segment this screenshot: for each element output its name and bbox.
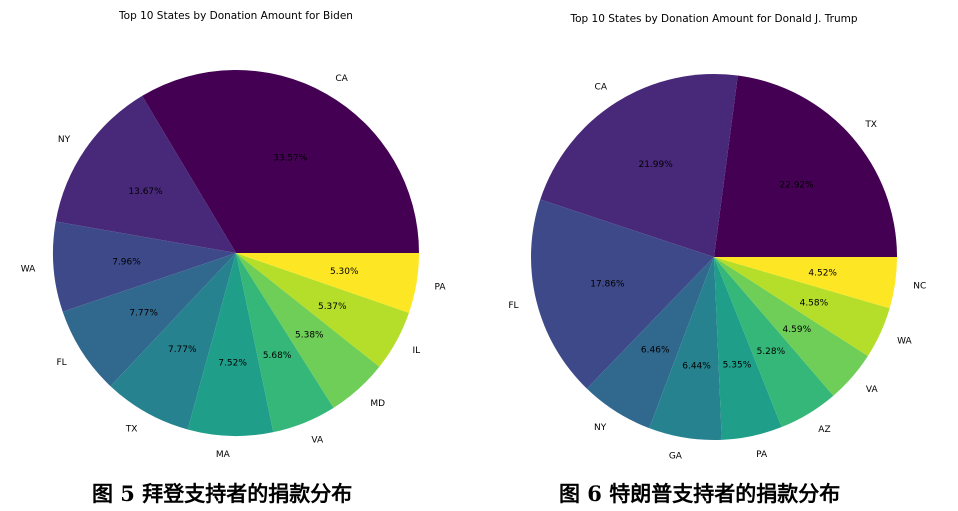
pie-slice-ma [187, 253, 274, 436]
percent-label: 6.44% [682, 361, 711, 371]
category-label: WA [21, 264, 36, 274]
pie-slice-az [714, 257, 834, 428]
pie-slices [531, 74, 897, 440]
category-label: GA [669, 452, 683, 462]
category-label: TX [864, 120, 877, 130]
percent-label: 5.30% [330, 267, 359, 277]
pie-slice-ny [55, 95, 237, 253]
figure-caption: 图 5 拜登支持者的捐款分布 [92, 481, 353, 506]
pie-slice-md [236, 253, 380, 408]
percent-label: 5.35% [723, 360, 752, 370]
percent-label: 5.68% [263, 351, 292, 361]
chart-title: Top 10 States by Donation Amount for Don… [569, 13, 857, 25]
pie-slice-ca [540, 74, 738, 257]
category-label: NC [913, 281, 926, 291]
trump-pie-panel: Top 10 States by Donation Amount for Don… [479, 0, 958, 511]
category-label: MD [370, 399, 385, 409]
category-label: TX [125, 425, 138, 435]
pie-slice-tx [714, 75, 897, 257]
pie-labels: TX 22.92% CA 21.99% FL 17.86% NY 6.46% GA 6.44% PA… [508, 82, 926, 461]
percent-label: 5.28% [757, 347, 786, 357]
pie-slice-ca [142, 70, 419, 253]
percent-label: 7.77% [129, 308, 158, 318]
pie-slice-va [236, 253, 334, 433]
category-label: FL [508, 301, 518, 311]
percent-label: 17.86% [590, 279, 625, 289]
pie-slice-pa [236, 253, 419, 313]
pie-slice-pa [714, 257, 782, 440]
category-label: AZ [818, 425, 830, 435]
pie-slice-fl [62, 253, 237, 387]
pie-slice-ga [649, 257, 722, 440]
pie-slice-il [236, 253, 409, 367]
category-label: IL [412, 346, 420, 356]
biden-pie-chart: Top 10 States by Donation Amount for Bid… [21, 10, 447, 460]
percent-label: 13.67% [128, 187, 163, 197]
pie-slice-tx [110, 253, 236, 430]
category-label: MA [216, 450, 231, 460]
pie-slice-fl [531, 199, 714, 389]
category-label: NY [594, 423, 607, 433]
percent-label: 5.38% [295, 331, 324, 341]
pie-slices [52, 70, 419, 436]
percent-label: 7.52% [218, 359, 247, 369]
category-label: PA [435, 282, 447, 292]
category-label: VA [311, 436, 324, 446]
pie-slice-va [714, 257, 868, 396]
percent-label: 21.99% [638, 160, 673, 170]
pie-slice-wa [714, 257, 890, 357]
category-label: PA [756, 450, 768, 460]
category-label: FL [56, 358, 66, 368]
pie-slice-wa [52, 221, 236, 312]
percent-label: 7.77% [168, 345, 197, 355]
percent-label: 33.57% [273, 153, 308, 163]
percent-label: 22.92% [779, 181, 814, 191]
percent-label: 5.37% [318, 302, 347, 312]
category-label: WA [897, 337, 912, 347]
pie-labels: CA 33.57% NY 13.67% WA 7.96% FL 7.77% TX 7.77% MA 7… [21, 74, 447, 460]
category-label: CA [595, 82, 608, 92]
pie-slice-nc [714, 257, 897, 309]
chart-title: Top 10 States by Donation Amount for Bid… [118, 10, 353, 22]
pie-slice-ny [586, 257, 714, 429]
percent-label: 4.52% [808, 269, 837, 279]
biden-pie-panel: Top 10 States by Donation Amount for Bid… [21, 10, 447, 460]
percent-label: 4.58% [800, 299, 829, 309]
category-label: NY [58, 135, 71, 145]
category-label: VA [866, 385, 879, 395]
percent-label: 4.59% [783, 325, 812, 335]
percent-label: 6.46% [641, 346, 670, 356]
figure-caption: 图 6 特朗普支持者的捐款分布 [559, 481, 841, 506]
percent-label: 7.96% [112, 257, 141, 267]
category-label: CA [335, 74, 348, 84]
trump-pie-chart: Top 10 States by Donation Amount for Don… [508, 13, 926, 462]
